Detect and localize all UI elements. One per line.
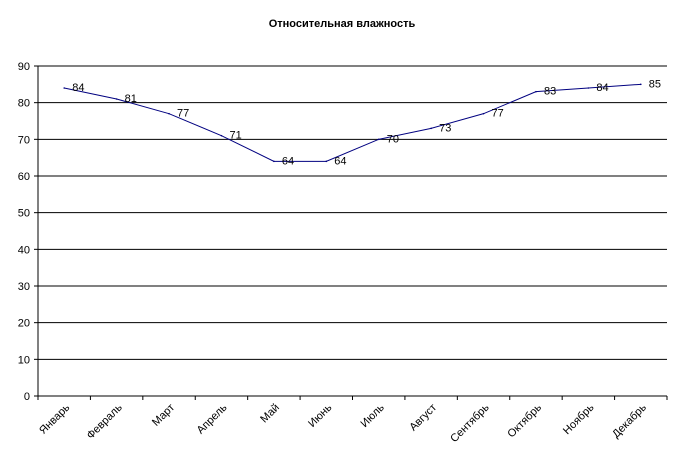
data-point: [63, 87, 66, 89]
data-point: [482, 112, 485, 115]
x-tick-label: Апрель: [195, 401, 230, 436]
y-tick-label: 70: [18, 134, 30, 146]
x-tick-labels: Январь Февраль Март Апрель Май Июнь Июль Август…: [37, 401, 649, 445]
y-tick-label: 0: [24, 391, 30, 403]
y-tick-label: 90: [18, 61, 30, 73]
y-tick-labels: 0 10 20 30 40 50 60 70 80 90: [18, 61, 30, 403]
x-tick-label: Сентябрь: [448, 401, 492, 445]
data-point: [639, 83, 642, 86]
data-point: [168, 112, 170, 115]
chart-title: Относительная влажность: [269, 18, 416, 30]
x-tick-label: Октябрь: [505, 401, 544, 440]
y-tick-label: 10: [18, 354, 30, 366]
data-label: 64: [334, 155, 346, 167]
x-tick-label: Ноябрь: [561, 401, 597, 437]
x-tick-label: Март: [150, 402, 177, 429]
series-line: [64, 83, 641, 162]
x-tick-label: Август: [407, 402, 439, 434]
data-label: 73: [439, 122, 451, 134]
x-tick-label: Декабрь: [610, 401, 649, 440]
data-label: 77: [492, 108, 504, 120]
data-point: [587, 87, 590, 89]
series-line-group: [63, 83, 642, 163]
data-label: 85: [649, 78, 661, 90]
data-label: 84: [596, 82, 608, 94]
y-tick-label: 40: [18, 244, 30, 256]
data-point: [115, 98, 118, 100]
y-tick-label: 50: [18, 208, 30, 220]
x-tick-label: Январь: [37, 401, 72, 436]
y-tick-label: 60: [18, 171, 30, 183]
y-tick-label: 80: [18, 98, 30, 110]
data-labels: 84 81 77 71 64 64 70 73 77 83 84 85: [72, 78, 661, 167]
data-point: [325, 160, 328, 163]
data-label: 77: [177, 108, 189, 120]
y-tick-label: 30: [18, 281, 30, 293]
grid-lines: [38, 65, 667, 360]
data-label: 84: [72, 82, 84, 94]
data-label: 83: [544, 86, 556, 98]
data-point: [535, 90, 537, 93]
x-tick-label: Июль: [358, 401, 387, 430]
data-label: 81: [125, 93, 137, 105]
data-point: [377, 138, 380, 141]
x-tick-label: Май: [258, 402, 282, 426]
data-point: [220, 134, 223, 137]
data-point: [430, 127, 432, 130]
x-tick-label: Июнь: [306, 401, 334, 429]
data-label: 71: [229, 130, 241, 142]
data-label: 64: [282, 155, 294, 167]
x-tick-label: Февраль: [85, 401, 125, 441]
y-tick-label: 20: [18, 318, 30, 330]
axes: [34, 65, 668, 400]
data-label: 70: [387, 133, 399, 145]
data-point: [273, 160, 275, 163]
